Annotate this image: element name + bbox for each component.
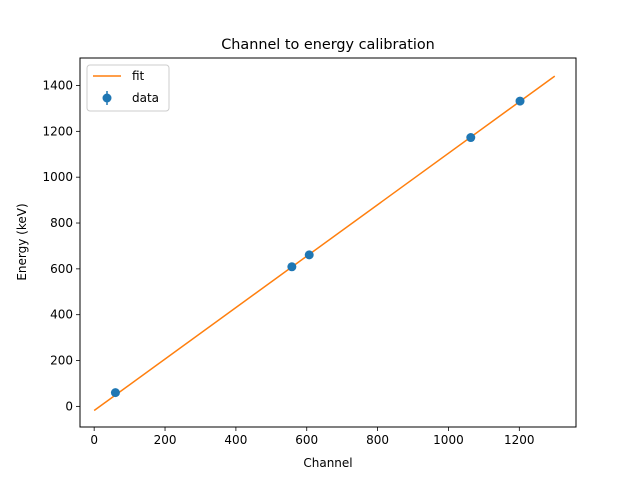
legend: fit data: [86, 64, 170, 112]
legend-fit-label: fit: [132, 69, 145, 83]
legend-data-marker: [102, 93, 112, 103]
y-axis-label: Energy (keV): [15, 203, 29, 280]
x-tick-label: 800: [366, 433, 389, 447]
x-tick-label: 200: [154, 433, 177, 447]
y-tick-label: 1200: [42, 124, 73, 138]
data-point: [515, 96, 525, 106]
x-tick-label: 1200: [504, 433, 535, 447]
chart-title: Channel to energy calibration: [221, 37, 435, 53]
data-point: [110, 388, 120, 398]
y-tick-label: 600: [50, 262, 73, 276]
x-tick-label: 400: [224, 433, 247, 447]
plot-area: [93, 75, 556, 412]
y-tick-label: 800: [50, 216, 73, 230]
x-tick-label: 0: [90, 433, 98, 447]
data-point: [466, 133, 476, 143]
y-tick-label: 1000: [42, 170, 73, 184]
x-axis-ticks: 0 200 400 600 800 1000 1200: [90, 427, 535, 447]
data-point: [304, 250, 314, 260]
y-tick-label: 1400: [42, 79, 73, 93]
y-tick-label: 0: [65, 399, 73, 413]
legend-data-label: data: [132, 91, 159, 105]
y-axis-ticks: 0 200 400 600 800 1000 1200 1400: [42, 79, 80, 413]
fit-line: [93, 75, 556, 412]
data-point: [287, 262, 297, 272]
y-tick-label: 400: [50, 308, 73, 322]
x-axis-label: Channel: [303, 456, 352, 470]
axes-frame: [79, 57, 577, 428]
x-tick-label: 600: [295, 433, 318, 447]
x-tick-label: 1000: [433, 433, 464, 447]
y-tick-label: 200: [50, 354, 73, 368]
